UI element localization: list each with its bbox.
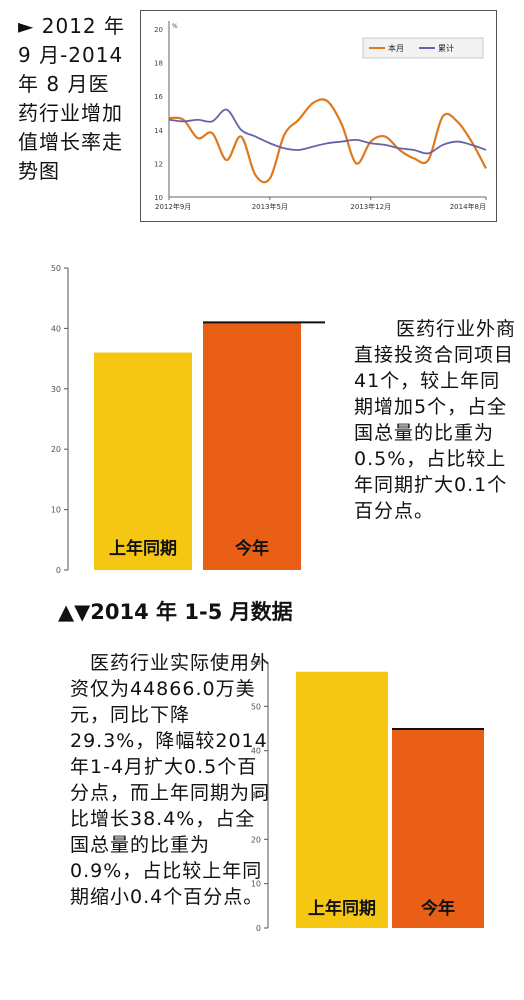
bar-this-year: [392, 728, 484, 928]
x-tick-label: 2012年9月: [155, 202, 191, 211]
y-tick-label: 20: [51, 445, 61, 454]
line-chart: 10 12 14 16 18 20 % 2012年9月 2013年5月 2013年12月 2014年…: [154, 21, 487, 211]
y-tick-label: 18: [154, 60, 163, 68]
legend-label-monthly: 本月: [388, 43, 404, 53]
y-tick-label: 50: [251, 702, 261, 711]
y-tick-label: 10: [51, 506, 61, 515]
y-tick-label: 40: [251, 747, 261, 756]
y-unit-label: %: [172, 23, 178, 30]
bar-label-this-year: 今年: [421, 898, 455, 919]
bar-label-last-year: 上年同期: [308, 898, 376, 919]
y-tick-label: 20: [154, 26, 163, 34]
y-tick-label: 16: [154, 93, 163, 101]
y-tick-label: 10: [251, 880, 261, 889]
y-tick-label: 30: [251, 791, 261, 800]
y-tick-label: 40: [51, 324, 61, 333]
line-chart-panel: 10 12 14 16 18 20% 2012年9月 2013年5月 2013年12月 2014年…: [140, 10, 497, 222]
x-tick-label: 2013年12月: [350, 202, 391, 211]
bar-label-last-year: 上年同期: [109, 538, 177, 559]
line-chart-caption: ► 2012 年 9 月-2014 年 8 月医药行业增加值增长率走势图: [18, 14, 125, 183]
bar-label-this-year: 今年: [235, 538, 269, 559]
text-block-foreign-investment: 医药行业实际使用外资仅为44866.0万美元，同比下降29.3%，降幅较2014…: [70, 652, 271, 908]
y-tick-label: 12: [154, 160, 163, 168]
series-line-monthly: [168, 98, 487, 184]
legend-label-cumulative: 累计: [438, 43, 454, 53]
legend: 本月 累计: [362, 37, 484, 59]
x-tick-label: 2014年8月: [450, 202, 486, 211]
bar-last-year: [296, 671, 388, 928]
text-block-contract-projects: 医药行业外商直接投资合同项目41个，较上年同期增加5个，占全国总量的比重为0.5…: [354, 318, 517, 522]
bar-chart-contract-projects: 0 10 20 30 40 50 上年同期 今年: [51, 264, 325, 575]
bar-this-year: [203, 322, 301, 570]
bar-last-year: [94, 352, 192, 570]
y-tick-label: 50: [51, 264, 61, 273]
y-tick-label: 30: [51, 385, 61, 394]
bar-chart-foreign-investment: 0 10 20 30 40 50 60 上年同期 今年: [251, 658, 484, 933]
x-tick-label: 2013年5月: [252, 202, 288, 211]
y-tick-label: 14: [154, 127, 163, 135]
y-tick-label: 0: [256, 924, 261, 933]
series-line-cumulative: [168, 108, 487, 155]
y-tick-label: 60: [251, 658, 261, 667]
section-title: ▲▼2014 年 1-5 月数据: [58, 600, 293, 624]
y-tick-label: 20: [251, 835, 261, 844]
y-tick-label: 0: [56, 566, 61, 575]
y-tick-label: 10: [154, 194, 163, 202]
